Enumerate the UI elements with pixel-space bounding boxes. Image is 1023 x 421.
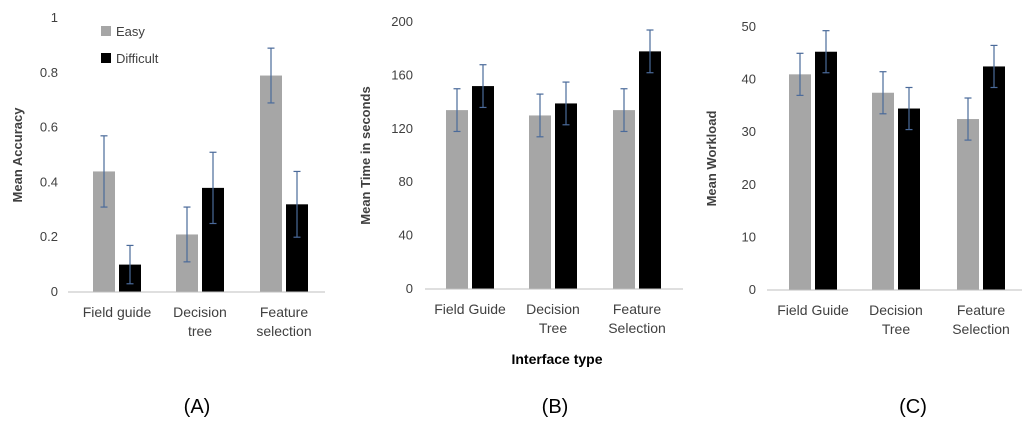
y-tick-label: 0.2 <box>40 229 58 244</box>
y-tick-label: 50 <box>742 19 756 34</box>
y-tick-label: 0.8 <box>40 65 58 80</box>
bar-easy <box>957 119 979 290</box>
y-tick-label: 0 <box>51 284 58 299</box>
bar-easy <box>613 110 635 289</box>
bar-difficult <box>898 108 920 290</box>
panel-label: (A) <box>184 396 211 418</box>
legend-swatch-easy <box>101 26 111 36</box>
bar-difficult <box>639 51 661 290</box>
y-tick-label: 0 <box>406 281 413 296</box>
y-tick-label: 10 <box>742 229 756 244</box>
y-tick-label: 40 <box>399 228 413 243</box>
y-tick-label: 120 <box>391 121 413 136</box>
bar-difficult <box>555 103 577 289</box>
y-tick-label: 200 <box>391 14 413 29</box>
bar-easy <box>176 234 198 292</box>
category-label: Feature <box>957 302 1005 318</box>
legend-label-easy: Easy <box>116 24 145 39</box>
bar-difficult <box>472 86 494 289</box>
x-axis-label: Interface type <box>511 351 602 367</box>
category-label: Decision <box>526 301 580 317</box>
y-tick-label: 30 <box>742 124 756 139</box>
bar-difficult <box>815 51 837 290</box>
y-tick-label: 160 <box>391 67 413 82</box>
bar-easy <box>93 171 115 292</box>
y-tick-label: 80 <box>399 174 413 189</box>
legend-swatch-difficult <box>101 53 111 63</box>
category-label: Field guide <box>83 304 152 320</box>
bar-difficult <box>286 204 308 292</box>
category-label: selection <box>256 323 311 339</box>
y-tick-label: 0 <box>749 282 756 297</box>
bar-easy <box>260 75 282 292</box>
category-label: Decision <box>173 304 227 320</box>
y-axis-label: Mean Workload <box>704 111 719 207</box>
bar-easy <box>529 115 551 289</box>
category-label: Selection <box>608 320 666 336</box>
category-label: Feature <box>613 301 661 317</box>
category-label: Field Guide <box>434 301 506 317</box>
category-label: Tree <box>882 321 910 337</box>
bar-difficult <box>983 66 1005 290</box>
category-label: Tree <box>539 320 567 336</box>
panel-label: (B) <box>542 396 569 418</box>
y-tick-label: 20 <box>742 177 756 192</box>
bar-easy <box>789 74 811 290</box>
panel-label: (C) <box>899 396 927 418</box>
y-tick-label: 40 <box>742 72 756 87</box>
legend-label-difficult: Difficult <box>116 51 159 66</box>
category-label: Field Guide <box>777 302 849 318</box>
bar-easy <box>872 92 894 290</box>
y-tick-label: 0.4 <box>40 174 58 189</box>
category-label: Feature <box>260 304 308 320</box>
bar-difficult <box>202 187 224 292</box>
bar-easy <box>446 110 468 289</box>
category-label: Decision <box>869 302 923 318</box>
y-tick-label: 0.6 <box>40 120 58 135</box>
y-tick-label: 1 <box>51 10 58 25</box>
y-axis-label: Mean Time in seconds <box>358 86 373 224</box>
category-label: Selection <box>952 321 1010 337</box>
y-axis-label: Mean Accuracy <box>10 107 25 203</box>
category-label: tree <box>188 323 212 339</box>
